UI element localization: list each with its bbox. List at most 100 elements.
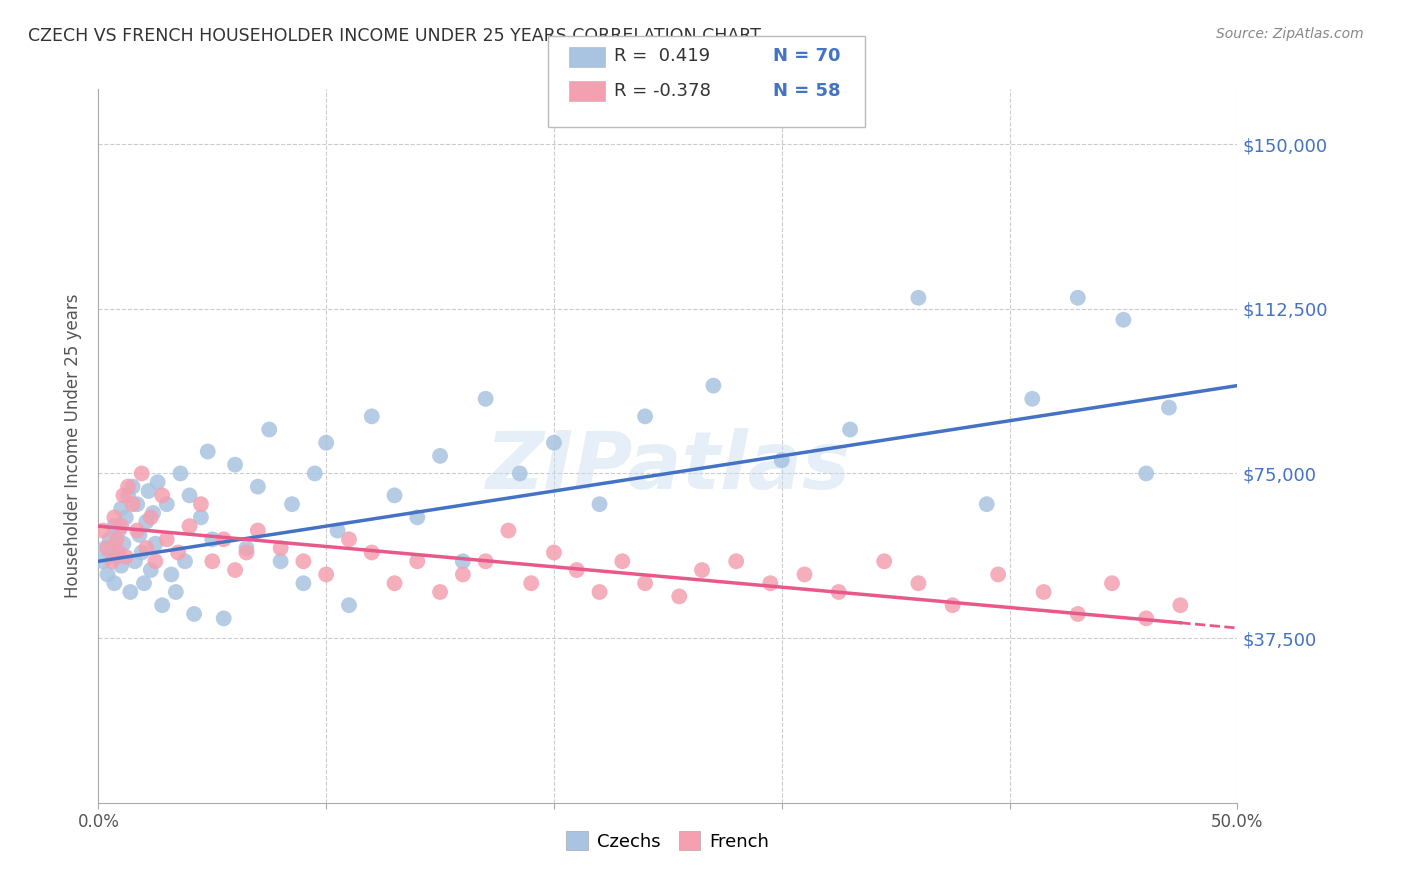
Point	[150, 598, 173, 612]
Point	[315, 435, 337, 450]
Point	[588, 585, 610, 599]
Point	[96, 541, 118, 555]
Text: CZECH VS FRENCH HOUSEHOLDER INCOME UNDER 25 YEARS CORRELATION CHART: CZECH VS FRENCH HOUSEHOLDER INCOME UNDER…	[28, 27, 761, 45]
Point	[114, 510, 136, 524]
Point	[156, 533, 179, 547]
Point	[179, 519, 201, 533]
Point	[292, 576, 315, 591]
Point	[201, 554, 224, 568]
Point	[110, 501, 132, 516]
Point	[91, 524, 114, 538]
Point	[212, 611, 235, 625]
Point	[112, 488, 135, 502]
Point	[103, 510, 125, 524]
Point	[360, 409, 382, 424]
Point	[101, 554, 124, 568]
Point	[1021, 392, 1043, 406]
Point	[105, 533, 128, 547]
Point	[360, 545, 382, 559]
Point	[150, 488, 173, 502]
Point	[1067, 291, 1090, 305]
Point	[117, 480, 139, 494]
Point	[235, 541, 257, 555]
Point	[1101, 576, 1123, 591]
Point	[1135, 611, 1157, 625]
Point	[326, 524, 349, 538]
Point	[235, 545, 257, 559]
Point	[120, 585, 142, 599]
Point	[588, 497, 610, 511]
Text: N = 58: N = 58	[773, 82, 841, 100]
Point	[110, 519, 132, 533]
Point	[690, 563, 713, 577]
Point	[1067, 607, 1090, 621]
Point	[96, 567, 118, 582]
Point	[246, 524, 269, 538]
Point	[725, 554, 748, 568]
Point	[98, 533, 121, 547]
Point	[139, 510, 162, 524]
Point	[702, 378, 724, 392]
Point	[429, 585, 451, 599]
Point	[183, 607, 205, 621]
Point	[131, 467, 153, 481]
Point	[907, 576, 929, 591]
Point	[145, 537, 167, 551]
Point	[1157, 401, 1180, 415]
Point	[246, 480, 269, 494]
Point	[224, 458, 246, 472]
Point	[337, 598, 360, 612]
Point	[138, 483, 160, 498]
Point	[451, 554, 474, 568]
Point	[108, 545, 131, 559]
Point	[270, 554, 292, 568]
Point	[543, 545, 565, 559]
Text: Source: ZipAtlas.com: Source: ZipAtlas.com	[1216, 27, 1364, 41]
Point	[1170, 598, 1192, 612]
Point	[612, 554, 634, 568]
Point	[770, 453, 793, 467]
Point	[91, 554, 114, 568]
Point	[139, 563, 162, 577]
Point	[135, 541, 157, 555]
Point	[169, 467, 191, 481]
Text: N = 70: N = 70	[773, 47, 841, 65]
Point	[474, 392, 496, 406]
Point	[873, 554, 896, 568]
Y-axis label: Householder Income Under 25 years: Householder Income Under 25 years	[65, 293, 83, 599]
Point	[131, 545, 153, 559]
Point	[520, 576, 543, 591]
Point	[165, 585, 187, 599]
Point	[839, 423, 862, 437]
Point	[156, 497, 179, 511]
Point	[145, 554, 167, 568]
Text: R =  0.419: R = 0.419	[614, 47, 710, 65]
Point	[127, 497, 149, 511]
Point	[167, 545, 190, 559]
Point	[793, 567, 815, 582]
Point	[259, 423, 281, 437]
Point	[270, 541, 292, 555]
Point	[1135, 467, 1157, 481]
Point	[1112, 312, 1135, 326]
Point	[384, 576, 406, 591]
Point	[942, 598, 965, 612]
Point	[94, 541, 117, 555]
Point	[121, 497, 143, 511]
Point	[190, 510, 212, 524]
Point	[509, 467, 531, 481]
Point	[117, 488, 139, 502]
Point	[634, 409, 657, 424]
Point	[179, 488, 201, 502]
Point	[132, 576, 155, 591]
Point	[135, 515, 157, 529]
Point	[103, 519, 125, 533]
Point	[101, 545, 124, 559]
Point	[759, 576, 782, 591]
Point	[668, 590, 690, 604]
Point	[128, 528, 150, 542]
Point	[190, 497, 212, 511]
Point	[634, 576, 657, 591]
Point	[105, 549, 128, 564]
Point	[127, 524, 149, 538]
